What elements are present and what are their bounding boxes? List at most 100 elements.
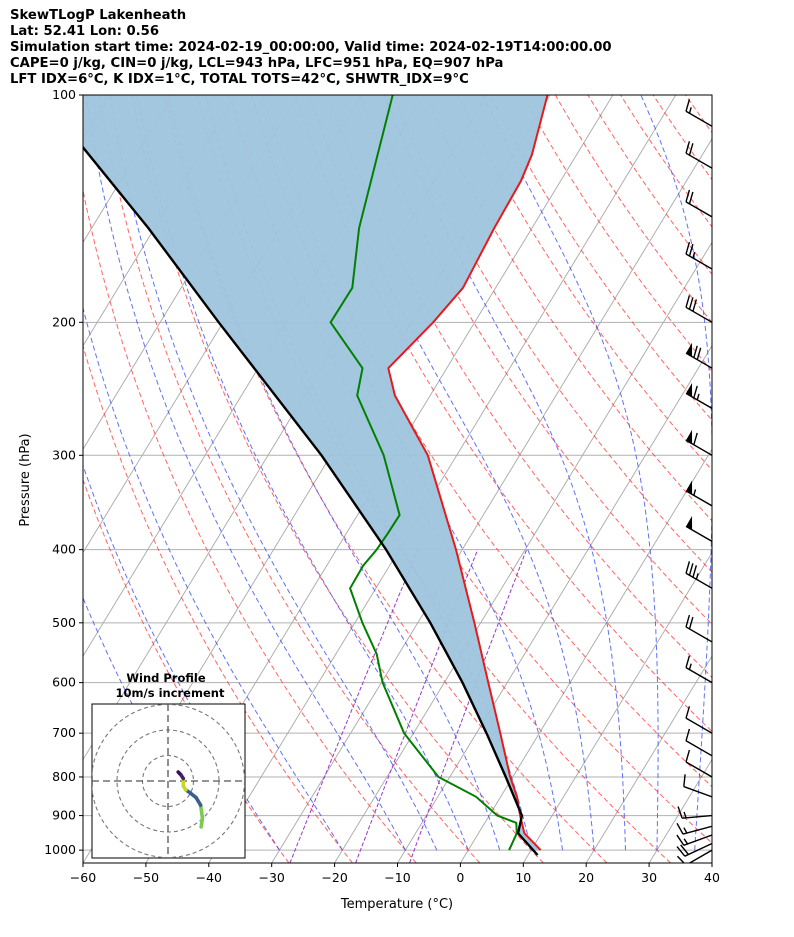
dry-adiabat [620, 95, 712, 228]
dewpoint-line [329, 95, 518, 851]
wind-barb [685, 295, 712, 323]
isotherm [83, 95, 173, 244]
y-tick-label: 200 [52, 314, 76, 329]
dry-adiabat [326, 95, 712, 679]
wind-barb [685, 241, 712, 270]
dry-adiabat [718, 95, 794, 863]
x-axis-label: Temperature (°C) [340, 897, 453, 912]
wind-barb [685, 561, 712, 589]
hodograph: Wind Profile 10m/s increment [91, 671, 246, 859]
stability-indices: LFT IDX=6°C, K IDX=1°C, TOTAL TOTS=42°C,… [10, 72, 469, 87]
dry-adiabat [424, 95, 712, 522]
dry-adiabat [163, 95, 608, 863]
hodograph-segment [176, 770, 182, 776]
dry-adiabat [391, 95, 712, 573]
y-tick-label: 100 [52, 87, 76, 102]
dry-adiabat [522, 95, 712, 372]
isotherm [585, 655, 712, 863]
hodograph-subtitle: 10m/s increment [116, 686, 225, 700]
station-location: Lat: 52.41 Lon: 0.56 [10, 24, 160, 39]
x-tick-label: −60 [70, 870, 96, 885]
wind-barb [685, 99, 712, 127]
moist-adiabat [383, 95, 626, 851]
dry-adiabat [457, 95, 712, 471]
wind-barb [685, 749, 712, 778]
dry-adiabat [294, 95, 712, 733]
x-axis: −60 −50 −40 −30 −20 −10 0 10 20 30 40 [70, 863, 720, 885]
y-tick-label: 700 [52, 725, 76, 740]
chart-header: SkewTLogP Lakenheath Lat: 52.41 Lon: 0.5… [10, 8, 790, 88]
moist-adiabat [309, 95, 595, 851]
x-tick-label: −20 [321, 870, 347, 885]
moist-adiabat [109, 95, 438, 851]
moist-adiabat [83, 306, 343, 851]
wind-barb [683, 774, 712, 798]
wind-barb [685, 706, 712, 734]
x-tick-label: 0 [456, 870, 464, 885]
isotherm [397, 344, 712, 863]
wind-barb [685, 342, 712, 369]
y-tick-label: 900 [52, 808, 76, 823]
dry-adiabat [83, 478, 290, 863]
mixing-ratio-line [289, 549, 419, 863]
wind-barb [685, 515, 712, 542]
isotherm [460, 448, 712, 863]
moist-adiabat [136, 95, 469, 851]
moist-adiabat [83, 596, 218, 851]
x-tick-label: −50 [133, 870, 159, 885]
wind-barb [676, 842, 712, 857]
moist-adiabat [640, 95, 712, 851]
x-tick-label: −10 [384, 870, 410, 885]
wind-barb [677, 806, 712, 819]
cape-cin-shading [83, 95, 548, 851]
x-tick-label: −30 [259, 870, 285, 885]
wind-barb [685, 189, 712, 218]
dry-adiabat [489, 95, 712, 422]
wind-barb [676, 834, 712, 846]
isotherm [208, 95, 677, 863]
mixing-ratio-line [409, 549, 528, 863]
moist-adiabat [85, 95, 406, 851]
dry-adiabat [83, 188, 417, 863]
wind-barb [685, 614, 712, 643]
y-tick-label: 400 [52, 542, 76, 557]
x-tick-label: −40 [196, 870, 222, 885]
wind-barb [685, 728, 712, 757]
moist-adiabat [168, 95, 501, 851]
x-tick-label: 10 [515, 870, 531, 885]
dry-adiabat [587, 95, 712, 276]
isotherm [648, 758, 712, 863]
x-tick-label: 40 [704, 870, 720, 885]
y-tick-label: 500 [52, 615, 76, 630]
wind-barb [685, 655, 712, 684]
x-tick-label: 30 [641, 870, 657, 885]
temperature-line [387, 95, 549, 851]
y-tick-label: 800 [52, 769, 76, 784]
wind-barb [685, 141, 712, 169]
y-tick-label: 600 [52, 675, 76, 690]
plot-area [83, 95, 794, 863]
y-tick-label: 300 [52, 447, 76, 462]
hodograph-segment [198, 803, 205, 820]
dry-adiabat [98, 95, 481, 863]
moist-adiabat [251, 95, 564, 851]
y-axis: 100 200 300 400 500 600 700 800 900 1000 [44, 87, 83, 857]
y-axis-label: Pressure (hPa) [18, 433, 33, 526]
simulation-times: Simulation start time: 2024-02-19_00:00:… [10, 40, 612, 55]
isotherm [522, 551, 712, 863]
hodograph-title: Wind Profile [126, 671, 206, 685]
station-title: SkewTLogP Lakenheath [10, 8, 187, 23]
moist-adiabat [83, 463, 280, 851]
isotherm [711, 862, 712, 863]
wind-barb [685, 480, 712, 507]
parcel-line [83, 145, 539, 856]
y-tick-label: 1000 [44, 842, 76, 857]
wind-barb [685, 429, 712, 456]
dry-adiabat [751, 95, 794, 863]
x-tick-label: 20 [578, 870, 594, 885]
isotherm [334, 241, 712, 863]
isotherm [271, 138, 712, 863]
wind-barb [676, 822, 712, 835]
wind-barb [685, 382, 712, 409]
